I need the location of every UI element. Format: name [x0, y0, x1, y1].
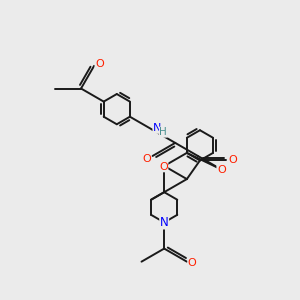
Text: O: O: [95, 58, 104, 68]
Text: O: O: [142, 154, 151, 164]
Text: N: N: [160, 216, 169, 229]
Text: N: N: [153, 123, 161, 133]
Text: O: O: [159, 162, 168, 172]
Text: H: H: [160, 127, 167, 137]
Text: O: O: [217, 165, 226, 175]
Text: O: O: [188, 258, 197, 268]
Text: O: O: [228, 155, 237, 166]
